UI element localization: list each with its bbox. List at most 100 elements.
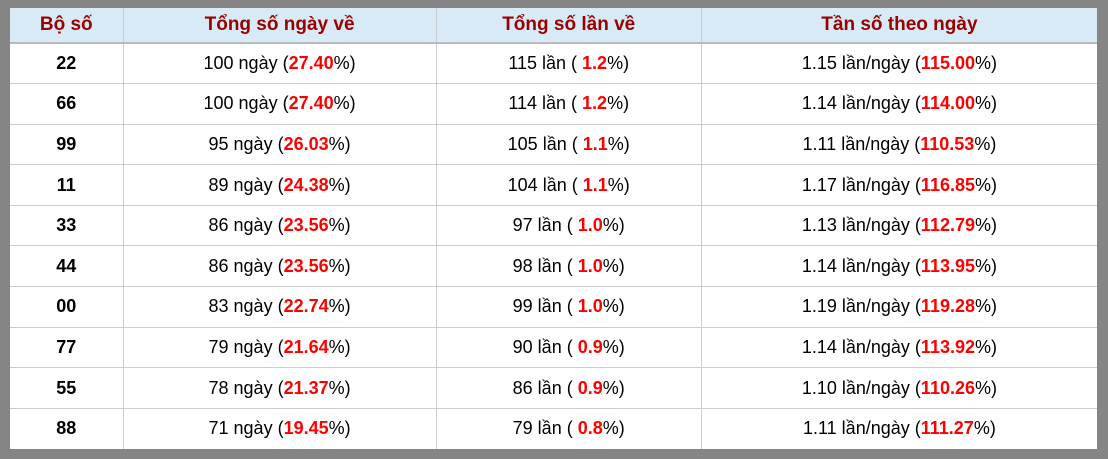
freq-text: 1.19 lần/ngày (	[801, 296, 921, 317]
cell-total-days: 86 ngày (23.56%)	[122, 204, 437, 247]
days-percent-value: 21.64	[283, 336, 329, 357]
freq-suffix: %)	[973, 418, 996, 439]
freq-percent-value: 112.79	[920, 215, 975, 236]
times-text: 104 lần (	[507, 174, 583, 195]
days-text: 78 ngày (	[208, 377, 284, 398]
freq-suffix: %)	[974, 93, 997, 114]
days-suffix: %)	[328, 377, 351, 398]
freq-text: 1.17 lần/ngày (	[801, 174, 921, 195]
times-text: 114 lần (	[508, 93, 583, 114]
cell-total-days: 100 ngày (27.40%)	[122, 42, 437, 85]
cell-total-days: 100 ngày (27.40%)	[122, 83, 437, 125]
cell-total-days: 83 ngày (22.74%)	[122, 286, 437, 328]
times-percent-value: 1.0	[577, 296, 603, 317]
cell-total-days: 79 ngày (21.64%)	[122, 326, 437, 369]
freq-percent-value: 114.00	[920, 93, 975, 114]
header-row: Bộ số Tổng số ngày về Tổng số lần về Tần…	[10, 8, 1097, 44]
days-suffix: %)	[333, 93, 356, 114]
times-percent-value: 1.1	[582, 174, 608, 195]
table-row: 55 78 ngày (21.37%) 86 lần ( 0.9%) 1.10 …	[10, 367, 1097, 409]
cell-pair: 11	[10, 164, 124, 206]
freq-percent-value: 119.28	[920, 296, 975, 317]
cell-pair: 44	[10, 245, 124, 288]
table-row: 88 71 ngày (19.45%) 79 lần ( 0.8%) 1.11 …	[10, 407, 1097, 449]
cell-pair: 77	[10, 326, 124, 369]
cell-daily-frequency: 1.14 lần/ngày (114.00%)	[700, 83, 1097, 125]
table-row: 22 100 ngày (27.40%) 115 lần ( 1.2%) 1.1…	[10, 42, 1097, 85]
times-text: 90 lần (	[512, 336, 578, 357]
days-suffix: %)	[328, 174, 351, 195]
times-percent-value: 1.0	[577, 255, 603, 276]
cell-total-times: 104 lần ( 1.1%)	[435, 164, 702, 206]
times-suffix: %)	[602, 418, 625, 439]
freq-text: 1.10 lần/ngày (	[801, 377, 921, 398]
days-text: 100 ngày (	[203, 53, 289, 74]
freq-percent-value: 110.26	[920, 377, 975, 398]
times-text: 98 lần (	[512, 255, 578, 276]
days-percent-value: 19.45	[283, 418, 329, 439]
pair-value: 88	[56, 418, 77, 439]
freq-text: 1.11 lần/ngày (	[802, 133, 921, 154]
days-text: 83 ngày (	[208, 296, 284, 317]
days-text: 79 ngày (	[208, 336, 284, 357]
days-percent-value: 24.38	[283, 174, 329, 195]
pair-value: 77	[56, 336, 77, 357]
col-header-pair: Bộ số	[10, 8, 124, 44]
days-suffix: %)	[328, 215, 351, 236]
cell-daily-frequency: 1.13 lần/ngày (112.79%)	[700, 204, 1097, 247]
days-text: 86 ngày (	[208, 255, 284, 276]
times-percent-value: 0.8	[577, 418, 603, 439]
days-text: 86 ngày (	[208, 215, 284, 236]
cell-daily-frequency: 1.11 lần/ngày (111.27%)	[700, 407, 1097, 449]
freq-percent-value: 113.92	[920, 336, 975, 357]
lottery-frequency-table: Bộ số Tổng số ngày về Tổng số lần về Tần…	[10, 8, 1097, 449]
cell-total-times: 115 lần ( 1.2%)	[435, 42, 702, 85]
times-percent-value: 0.9	[577, 377, 603, 398]
times-text: 105 lần (	[507, 133, 583, 154]
days-suffix: %)	[328, 133, 351, 154]
table-row: 33 86 ngày (23.56%) 97 lần ( 1.0%) 1.13 …	[10, 204, 1097, 247]
days-text: 100 ngày (	[203, 93, 289, 114]
cell-total-times: 90 lần ( 0.9%)	[435, 326, 702, 369]
times-suffix: %)	[602, 336, 625, 357]
table-row: 66 100 ngày (27.40%) 114 lần ( 1.2%) 1.1…	[10, 83, 1097, 125]
times-suffix: %)	[607, 174, 630, 195]
times-text: 99 lần (	[512, 296, 578, 317]
cell-total-days: 71 ngày (19.45%)	[122, 407, 437, 449]
days-suffix: %)	[328, 296, 351, 317]
cell-daily-frequency: 1.19 lần/ngày (119.28%)	[700, 286, 1097, 328]
cell-total-days: 86 ngày (23.56%)	[122, 245, 437, 288]
table-row: 11 89 ngày (24.38%) 104 lần ( 1.1%) 1.17…	[10, 164, 1097, 206]
freq-suffix: %)	[974, 255, 997, 276]
cell-total-times: 114 lần ( 1.2%)	[435, 83, 702, 125]
cell-pair: 33	[10, 204, 124, 247]
times-text: 97 lần (	[512, 215, 578, 236]
col-header-daily-frequency: Tần số theo ngày	[700, 8, 1097, 44]
days-text: 71 ngày (	[208, 418, 284, 439]
freq-suffix: %)	[974, 174, 997, 195]
days-suffix: %)	[328, 336, 351, 357]
table-row: 00 83 ngày (22.74%) 99 lần ( 1.0%) 1.19 …	[10, 286, 1097, 328]
cell-total-times: 99 lần ( 1.0%)	[435, 286, 702, 328]
days-percent-value: 23.56	[283, 215, 329, 236]
days-percent-value: 27.40	[288, 93, 334, 114]
col-header-total-times: Tổng số lần về	[435, 8, 702, 44]
cell-total-times: 86 lần ( 0.9%)	[435, 367, 702, 409]
times-suffix: %)	[602, 215, 625, 236]
days-text: 89 ngày (	[208, 174, 284, 195]
freq-text: 1.14 lần/ngày (	[801, 93, 921, 114]
times-suffix: %)	[602, 296, 625, 317]
cell-total-times: 105 lần ( 1.1%)	[435, 123, 702, 166]
freq-text: 1.14 lần/ngày (	[801, 255, 921, 276]
pair-value: 99	[56, 133, 77, 154]
days-suffix: %)	[328, 255, 351, 276]
cell-total-days: 95 ngày (26.03%)	[122, 123, 437, 166]
cell-total-times: 97 lần ( 1.0%)	[435, 204, 702, 247]
cell-pair: 22	[10, 42, 124, 85]
days-percent-value: 21.37	[283, 377, 329, 398]
col-header-total-days: Tổng số ngày về	[122, 8, 437, 44]
cell-daily-frequency: 1.15 lần/ngày (115.00%)	[700, 42, 1097, 85]
days-percent-value: 23.56	[283, 255, 329, 276]
table-row: 99 95 ngày (26.03%) 105 lần ( 1.1%) 1.11…	[10, 123, 1097, 166]
